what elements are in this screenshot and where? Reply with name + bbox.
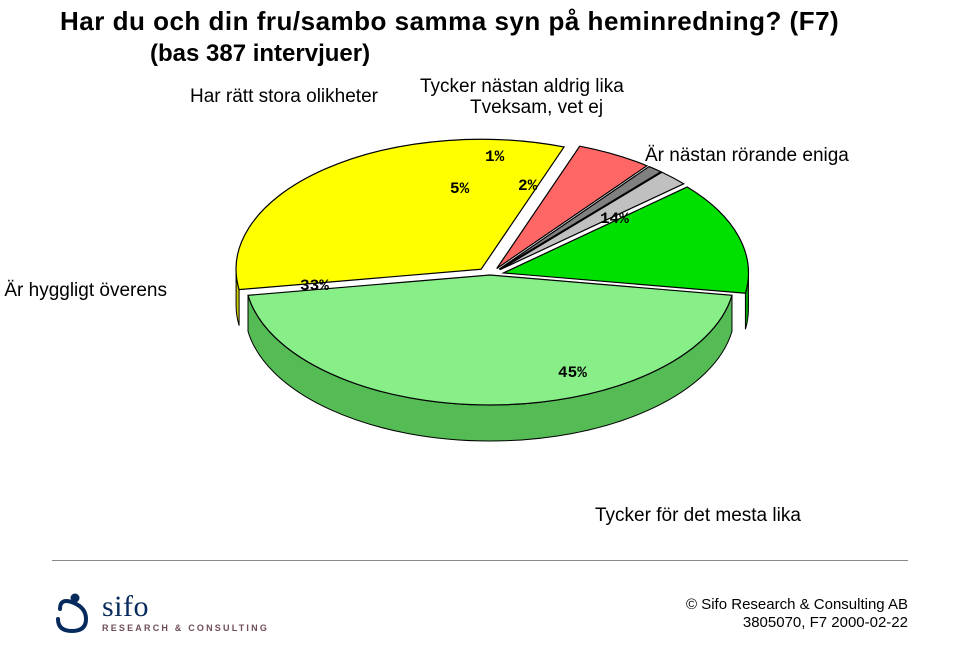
page-root: Har du och din fru/sambo samma syn på he… bbox=[0, 0, 960, 651]
pct-mesta: 45% bbox=[558, 364, 587, 382]
copyright: © Sifo Research & Consulting AB 3805070,… bbox=[686, 596, 908, 634]
pie-chart: 33% 5% 1% 2% 14% 45% bbox=[170, 95, 810, 525]
pct-eniga: 14% bbox=[600, 210, 629, 228]
label-hyggligt: Är hyggligt överens bbox=[0, 280, 167, 302]
logo: sifo RESEARCH & CONSULTING bbox=[52, 585, 269, 633]
chart-title: Har du och din fru/sambo samma syn på he… bbox=[60, 6, 940, 37]
pct-tveksam: 2% bbox=[518, 177, 538, 195]
logo-subtitle: RESEARCH & CONSULTING bbox=[102, 624, 269, 633]
pct-hyggligt: 33% bbox=[300, 277, 329, 295]
pct-aldrig: 1% bbox=[485, 148, 505, 166]
logo-mark-icon bbox=[52, 585, 92, 633]
footer: sifo RESEARCH & CONSULTING © Sifo Resear… bbox=[52, 560, 908, 633]
pct-olikheter: 5% bbox=[450, 180, 470, 198]
copyright-line2: 3805070, F7 2000-02-22 bbox=[686, 614, 908, 633]
copyright-line1: © Sifo Research & Consulting AB bbox=[686, 596, 908, 615]
logo-name: sifo bbox=[102, 592, 269, 622]
chart-subtitle: (bas 387 intervjuer) bbox=[150, 40, 370, 68]
